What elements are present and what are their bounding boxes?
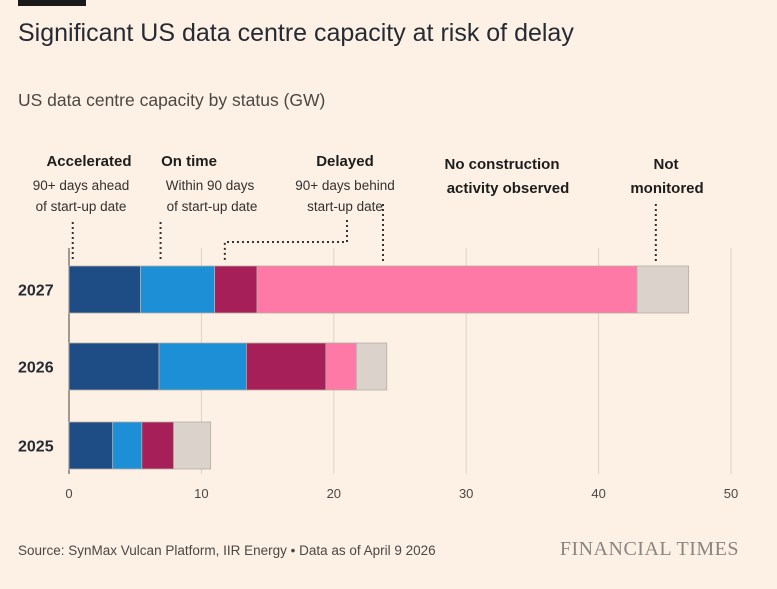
brand-top-bar bbox=[18, 0, 86, 6]
brand-logo: FINANCIAL TIMES bbox=[559, 538, 739, 560]
x-tick-label: 0 bbox=[65, 486, 72, 501]
chart-title: Significant US data centre capacity at r… bbox=[18, 19, 574, 47]
bar-segment bbox=[112, 421, 143, 470]
category-label: 2027 bbox=[18, 283, 54, 300]
bar-segment bbox=[173, 421, 212, 470]
annotation-label: On time bbox=[161, 153, 217, 170]
annotation-note: of start-up date bbox=[167, 199, 258, 214]
chart-subtitle: US data centre capacity by status (GW) bbox=[18, 90, 326, 110]
bar-segment bbox=[325, 342, 357, 391]
x-tick-label: 30 bbox=[459, 486, 473, 501]
bar-segment bbox=[246, 342, 327, 391]
source-note: Source: SynMax Vulcan Platform, IIR Ener… bbox=[18, 543, 436, 558]
bar-segment bbox=[214, 265, 258, 314]
annotation-note: 90+ days ahead bbox=[33, 178, 129, 193]
bar-segment bbox=[68, 421, 114, 470]
bar-segment bbox=[68, 342, 160, 391]
bar-segment bbox=[355, 342, 388, 391]
category-label: 2026 bbox=[18, 360, 54, 377]
annotation-label: activity observed bbox=[447, 180, 570, 197]
x-tick-label: 50 bbox=[724, 486, 738, 501]
bar-segment bbox=[158, 342, 247, 391]
bar-segment bbox=[636, 265, 690, 314]
annotation-note: 90+ days behind bbox=[295, 178, 394, 193]
bar-segment bbox=[68, 265, 141, 314]
annotation-label: Not bbox=[654, 156, 679, 173]
annotation-label: No construction bbox=[445, 156, 560, 173]
x-tick-label: 20 bbox=[327, 486, 341, 501]
stacked-bar-chart: 0 10 20 30 40 50 2027 2026 2025 Accelerated 90+ da… bbox=[18, 153, 738, 501]
x-tick-label: 10 bbox=[194, 486, 208, 501]
annotation-label: Accelerated bbox=[46, 153, 131, 170]
annotation-note: of start-up date bbox=[36, 199, 127, 214]
annotation-label: monitored bbox=[630, 180, 703, 197]
source-text: SynMax Vulcan Platform, IIR Energy • Dat… bbox=[68, 543, 436, 558]
x-tick-label: 40 bbox=[591, 486, 605, 501]
bar-segment bbox=[140, 265, 216, 314]
annotation-label: Delayed bbox=[316, 153, 374, 170]
annotation-note: Within 90 days bbox=[166, 178, 255, 193]
leader-line bbox=[223, 220, 348, 262]
annotation-note: start-up date bbox=[307, 199, 383, 214]
bar-segment bbox=[256, 265, 638, 314]
bar-segment bbox=[141, 421, 174, 470]
category-label: 2025 bbox=[18, 439, 54, 456]
